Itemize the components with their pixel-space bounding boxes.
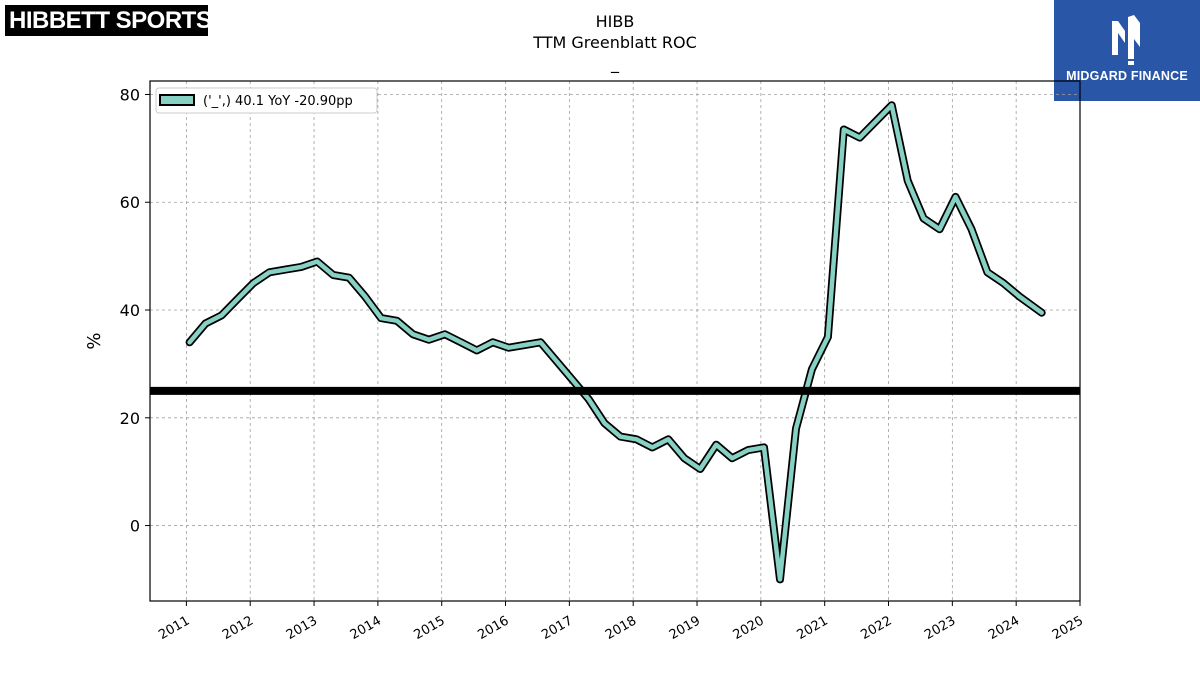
x-tick-label: 2016: [475, 613, 511, 643]
y-tick-label: 80: [120, 85, 140, 104]
x-tick-label: 2022: [858, 613, 894, 643]
x-tick-label: 2024: [986, 613, 1022, 643]
logo-right-text: MIDGARD FINANCE: [1066, 69, 1188, 83]
x-tick-label: 2014: [348, 613, 384, 643]
y-tick-label: 40: [120, 301, 140, 320]
chart-subtitle-2: _: [611, 54, 619, 73]
logo-left-text: HIBBETT SPORTS: [9, 7, 212, 34]
y-tick-label: 20: [120, 409, 140, 428]
x-axis-ticks: 2011 2012 2013 2014 2015 2016 2017 2018 2019 2020…: [156, 601, 1086, 643]
x-tick-label: 2017: [539, 613, 575, 643]
plot-frame: [149, 80, 1081, 602]
x-tick-label: 2019: [667, 613, 703, 643]
x-tick-label: 2021: [795, 613, 831, 643]
x-tick-label: 2012: [220, 613, 256, 643]
chart-subtitle: TTM Greenblatt ROC: [533, 33, 697, 52]
x-tick-label: 2018: [603, 613, 639, 643]
y-axis-ticks: 0 20 40 60 80: [120, 85, 150, 536]
chart-title: HIBB: [595, 12, 635, 31]
hibbett-sports-logo: HIBBETT SPORTS®: [5, 5, 219, 36]
legend: ('_',) 40.1 YoY -20.90pp: [155, 87, 378, 114]
registered-mark: ®: [211, 8, 219, 20]
series-line-outline: [185, 101, 1046, 584]
grid-lines: [150, 81, 1081, 601]
x-tick-label: 2011: [156, 613, 192, 643]
x-tick-label: 2023: [922, 613, 958, 643]
y-axis-label: %: [84, 332, 105, 349]
y-tick-label: 60: [120, 193, 140, 212]
x-tick-label: 2020: [731, 613, 767, 643]
y-tick-label: 0: [130, 517, 140, 536]
x-tick-label: 2013: [284, 613, 320, 643]
x-tick-label: 2015: [412, 613, 448, 643]
chart-titles: HIBB TTM Greenblatt ROC _: [415, 11, 815, 74]
legend-label: ('_',) 40.1 YoY -20.90pp: [203, 94, 353, 109]
series-line: [187, 102, 1044, 582]
x-tick-label: 2025: [1050, 613, 1086, 643]
midgard-finance-logo: MIDGARD FINANCE: [1054, 0, 1200, 101]
legend-swatch: [159, 94, 195, 106]
midgard-emblem-icon: [1112, 15, 1140, 65]
legend-box: [155, 87, 378, 114]
